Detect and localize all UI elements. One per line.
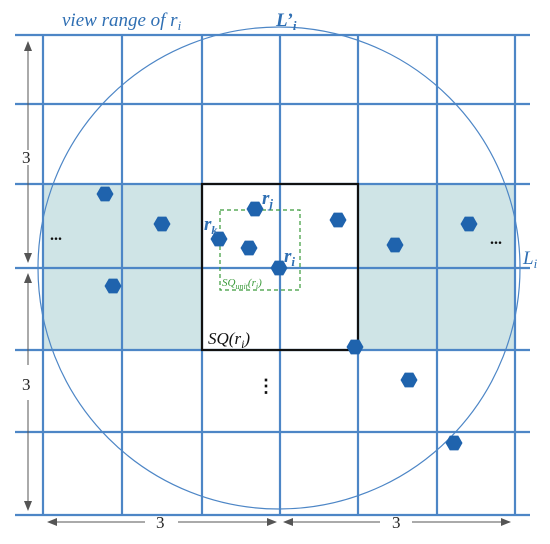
robot	[153, 216, 171, 232]
dim-label: 3	[22, 148, 31, 167]
dim-label: 3	[392, 513, 401, 532]
robot-label: ri	[284, 246, 295, 269]
robot	[386, 237, 404, 253]
robot-label: rj	[262, 188, 273, 211]
robot	[210, 231, 228, 247]
robot	[346, 339, 364, 355]
robot	[246, 201, 264, 217]
sq-square	[200, 182, 360, 352]
dimension-arrows	[24, 41, 511, 526]
robot	[329, 212, 347, 228]
robot	[96, 186, 114, 202]
sq-label: SQ(ri)	[208, 329, 250, 351]
sq-unit-square	[219, 209, 301, 291]
robot-label: rk	[204, 214, 217, 237]
line-top-label: L’i	[275, 10, 297, 33]
view-circle	[37, 26, 521, 510]
robots	[96, 186, 478, 451]
robot	[460, 216, 478, 232]
robot	[104, 278, 122, 294]
ellipsis: ...	[50, 227, 62, 244]
sq-unit-label: SQunit(ri)	[222, 277, 262, 291]
robot	[445, 435, 463, 451]
robot	[270, 260, 288, 276]
robot	[400, 372, 418, 388]
ellipsis: ...	[490, 231, 502, 248]
line-right-label: Li	[522, 248, 538, 271]
dim-label: 3	[156, 513, 165, 532]
view-range-label: view range of ri	[62, 10, 182, 33]
dim-label: 3	[22, 375, 31, 394]
ellipsis: ⋮	[257, 376, 275, 396]
robot	[240, 240, 258, 256]
